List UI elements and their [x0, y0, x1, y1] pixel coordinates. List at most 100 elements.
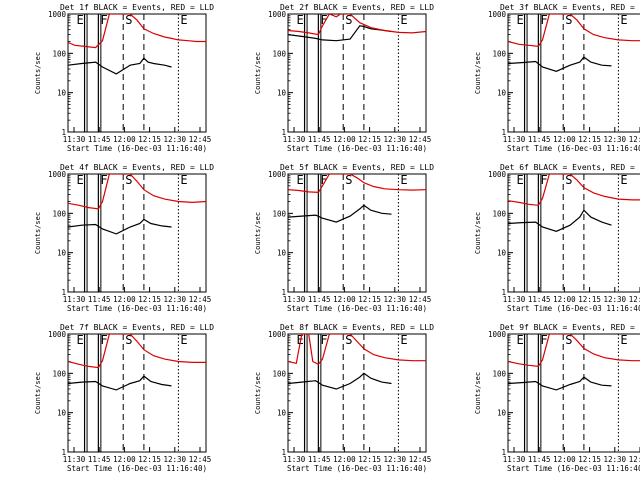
x-tick-label: 12:15 [358, 135, 381, 144]
marker-label: F [540, 333, 547, 347]
x-tick-label: 11:30 [503, 455, 526, 464]
plot-title: Det 4f BLACK = Events, RED = LLD [60, 163, 214, 172]
x-axis-label: Start Time (16-Dec-03 11:16:40) [287, 464, 427, 473]
marker-label: S [345, 173, 352, 187]
x-tick-label: 12:45 [189, 135, 212, 144]
y-axis-label: Counts/sec [254, 212, 262, 254]
marker-label: E [400, 333, 407, 347]
marker-label: F [320, 173, 327, 187]
y-tick-label: 1 [61, 288, 66, 297]
series-events-line [288, 204, 392, 223]
y-tick-label: 1 [501, 448, 506, 457]
series-lld-line [68, 14, 206, 49]
x-tick-label: 11:30 [63, 455, 86, 464]
plot-frame [507, 13, 640, 133]
x-tick-label: 11:30 [283, 455, 306, 464]
plot-panel: Det 2f BLACK = Events, RED = LLD 1 10 100 10… [254, 3, 434, 153]
plot-panel: Det 4f BLACK = Events, RED = LLD 1 10 100 10… [34, 163, 214, 313]
series-events-line [288, 372, 392, 390]
y-axis-label: Counts/sec [474, 52, 482, 94]
x-tick-label: 12:45 [189, 295, 212, 304]
x-tick-label: 12:45 [409, 295, 432, 304]
plot-frame [67, 13, 207, 133]
plot-panel: Det 3f BLACK = Events, RED = LLD 1 10 100 10… [474, 3, 640, 153]
x-tick-label: 11:45 [88, 135, 111, 144]
y-axis-label: Counts/sec [34, 372, 42, 414]
x-tick-label: 11:30 [63, 135, 86, 144]
y-tick-label: 1000 [488, 10, 507, 19]
series-events-line [508, 56, 612, 72]
y-tick-label: 10 [497, 409, 507, 418]
x-tick-label: 12:30 [384, 455, 407, 464]
y-tick-label: 1 [501, 128, 506, 137]
plot-panel: Det 9f BLACK = Events, RED = LLD 1 10 100 10… [474, 323, 640, 473]
series-lld-line [68, 334, 206, 369]
x-axis-label: Start Time (16-Dec-03 11:16:40) [507, 464, 640, 473]
marker-label: E [517, 333, 524, 347]
x-tick-label: 11:45 [528, 135, 551, 144]
marker-label: S [125, 13, 132, 27]
marker-label: E [517, 13, 524, 27]
x-tick-label: 12:30 [384, 135, 407, 144]
x-axis-label: Start Time (16-Dec-03 11:16:40) [287, 304, 427, 313]
x-tick-label: 12:00 [113, 135, 136, 144]
x-axis-label: Start Time (16-Dec-03 11:16:40) [67, 144, 207, 153]
y-axis-label: Counts/sec [254, 52, 262, 94]
plot-frame [287, 173, 427, 293]
x-axis-label: Start Time (16-Dec-03 11:16:40) [67, 304, 207, 313]
y-tick-label: 1000 [268, 330, 287, 339]
marker-label: S [125, 173, 132, 187]
y-tick-label: 1000 [488, 170, 507, 179]
marker-label: F [100, 173, 107, 187]
x-tick-label: 11:30 [503, 135, 526, 144]
x-tick-label: 12:15 [578, 455, 601, 464]
x-tick-label: 12:00 [553, 455, 576, 464]
marker-label: S [565, 13, 572, 27]
marker-label: E [620, 333, 627, 347]
x-tick-label: 11:45 [88, 455, 111, 464]
marker-label: E [180, 173, 187, 187]
y-tick-label: 1 [281, 288, 286, 297]
series-lld-line [508, 174, 640, 206]
x-tick-label: 12:15 [578, 135, 601, 144]
plot-frame [67, 173, 207, 293]
series-lld-line [288, 334, 426, 366]
y-axis-label: Counts/sec [34, 212, 42, 254]
plot-frame [287, 13, 427, 133]
y-tick-label: 1 [61, 448, 66, 457]
y-tick-label: 100 [272, 369, 286, 378]
y-tick-label: 100 [492, 49, 506, 58]
marker-label: F [540, 13, 547, 27]
x-tick-label: 11:45 [308, 295, 331, 304]
marker-label: E [180, 333, 187, 347]
marker-label: E [297, 13, 304, 27]
y-tick-label: 1 [281, 448, 286, 457]
y-axis-label: Counts/sec [254, 372, 262, 414]
x-tick-label: 12:45 [409, 135, 432, 144]
y-tick-label: 1 [501, 288, 506, 297]
series-events-line [288, 25, 392, 42]
x-tick-label: 12:30 [164, 135, 187, 144]
series-events-line [68, 375, 172, 391]
series-lld-line [508, 334, 640, 368]
marker-label: E [620, 173, 627, 187]
marker-label: E [400, 173, 407, 187]
y-tick-label: 10 [277, 409, 287, 418]
x-tick-label: 12:00 [333, 295, 356, 304]
y-tick-label: 10 [277, 249, 287, 258]
y-axis-label: Counts/sec [474, 372, 482, 414]
x-tick-label: 12:30 [164, 455, 187, 464]
marker-label: F [320, 333, 327, 347]
plot-title: Det 2f BLACK = Events, RED = LLD [280, 3, 434, 12]
x-tick-label: 12:00 [333, 455, 356, 464]
y-tick-label: 100 [272, 49, 286, 58]
y-tick-label: 100 [272, 209, 286, 218]
x-tick-label: 12:30 [164, 295, 187, 304]
marker-label: E [400, 13, 407, 27]
y-tick-label: 1000 [48, 10, 67, 19]
plot-panel: Det 7f BLACK = Events, RED = LLD 1 10 100 10… [34, 323, 214, 473]
y-tick-label: 100 [52, 369, 66, 378]
x-tick-label: 12:45 [189, 455, 212, 464]
y-tick-label: 100 [52, 49, 66, 58]
